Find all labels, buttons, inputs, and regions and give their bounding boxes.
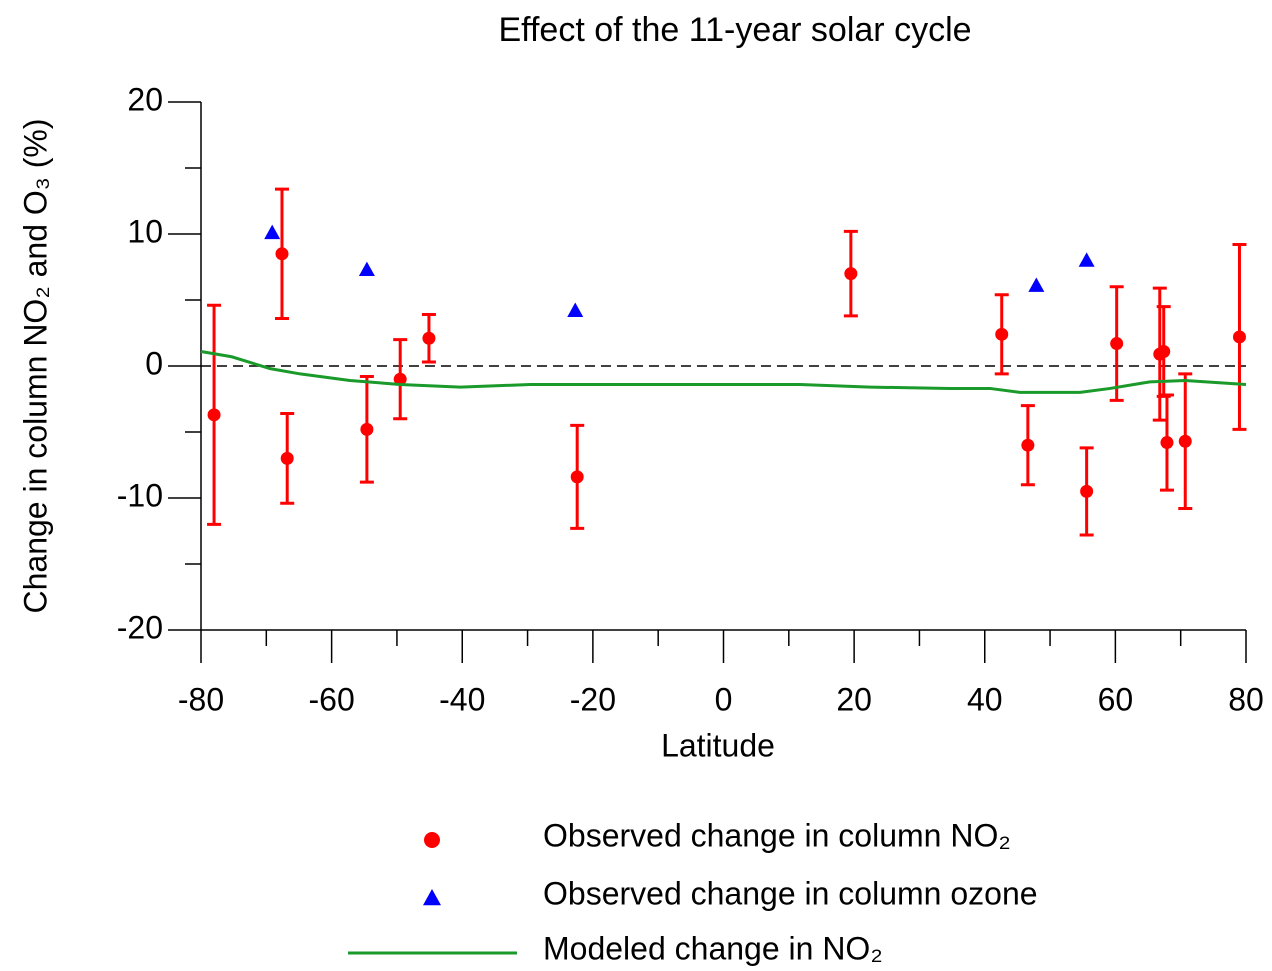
x-tick-label: 40 (967, 681, 1003, 717)
legend-label: Observed change in column ozone (543, 875, 1038, 911)
point (1178, 434, 1192, 448)
point (995, 327, 1009, 341)
x-axis-label: Latitude (661, 727, 775, 763)
point (264, 224, 281, 240)
point (1080, 484, 1094, 498)
point (567, 302, 584, 317)
point (1160, 436, 1174, 450)
point (207, 408, 221, 422)
y-tick-label: -10 (117, 477, 163, 513)
y-tick-label: 0 (145, 345, 163, 381)
x-tick-label: -80 (178, 681, 224, 717)
point (1157, 344, 1171, 358)
y-tick-label: 10 (127, 213, 163, 249)
legend-marker (423, 889, 441, 906)
y-tick-label: 20 (127, 81, 163, 117)
point (1021, 438, 1035, 452)
point (1110, 337, 1124, 351)
legend-marker (424, 832, 440, 848)
x-tick-label: 80 (1228, 681, 1264, 717)
legend-label: Modeled change in NO₂ (543, 930, 883, 966)
model-line (200, 350, 1247, 394)
point (844, 267, 858, 281)
point (570, 470, 584, 484)
x-tick-label: 0 (715, 681, 733, 717)
point (360, 422, 374, 436)
chart-title: Effect of the 11-year solar cycle (498, 11, 971, 49)
point (280, 451, 294, 465)
point (275, 247, 289, 261)
x-tick-label: -40 (439, 681, 485, 717)
x-tick-label: -60 (309, 681, 355, 717)
x-tick-label: -20 (570, 681, 616, 717)
y-tick-label: -20 (117, 609, 163, 645)
point (1028, 277, 1045, 292)
point (422, 331, 436, 345)
point (1078, 252, 1095, 267)
point (1232, 330, 1246, 344)
y-axis-label: Change in column NO₂ and O₃ (%) (17, 119, 53, 614)
x-tick-label: 20 (836, 681, 872, 717)
legend-label: Observed change in column NO₂ (543, 817, 1011, 853)
point (393, 372, 407, 386)
point (358, 261, 375, 277)
x-tick-label: 60 (1098, 681, 1134, 717)
